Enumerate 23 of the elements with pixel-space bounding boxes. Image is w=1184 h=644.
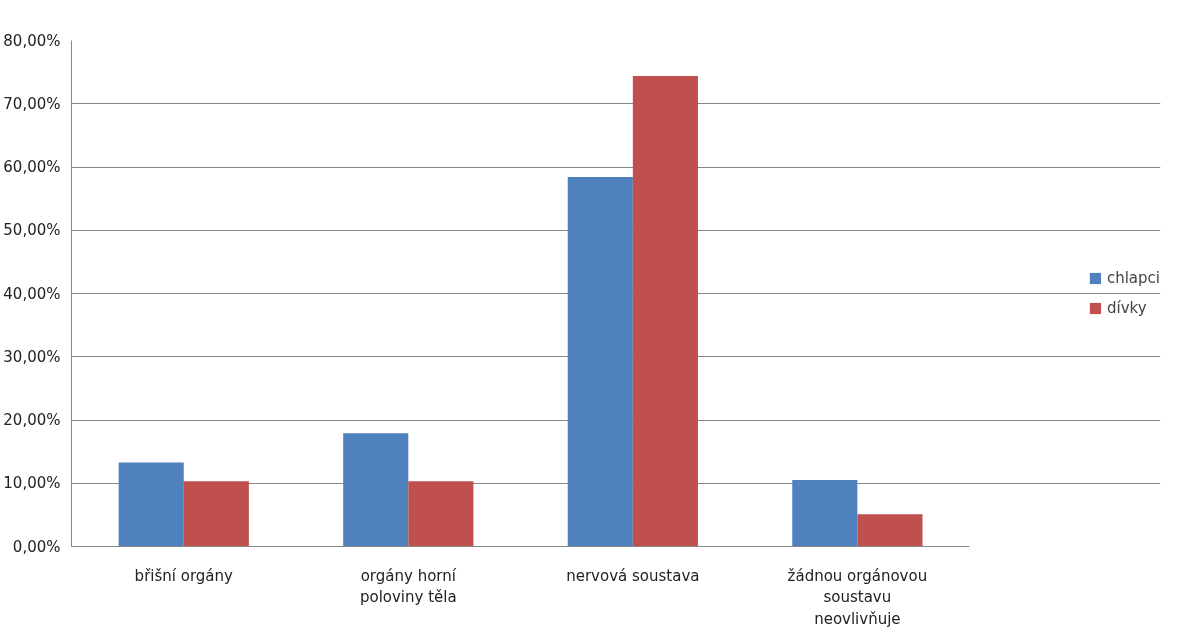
x-tick-label: orgány horní poloviny těla <box>359 566 457 607</box>
y-tick-label: 50,00% <box>3 221 61 240</box>
y-tick-label: 40,00% <box>3 284 61 303</box>
bar <box>118 462 184 547</box>
bar <box>632 75 698 547</box>
x-tick-label: nervová soustava <box>566 566 700 585</box>
bar <box>408 481 474 547</box>
y-tick-label: 60,00% <box>3 158 61 176</box>
bar <box>857 514 923 547</box>
y-tick-label: 20,00% <box>3 411 61 429</box>
bar <box>792 480 858 547</box>
y-tick-label: 70,00% <box>3 94 61 113</box>
y-tick-label: 0,00% <box>12 537 61 556</box>
legend-label: chlapci <box>1106 269 1160 287</box>
legend-label: dívky <box>1106 299 1147 317</box>
bar <box>567 177 633 547</box>
y-tick-label: 30,00% <box>3 347 61 366</box>
bar <box>343 433 409 547</box>
bar <box>183 481 249 547</box>
y-tick-label: 10,00% <box>3 474 61 493</box>
x-tick-label: břišní orgány <box>134 566 234 585</box>
y-tick-label: 80,00% <box>3 31 61 50</box>
x-tick-label: žádnou orgánovou soustavu neovlivňuje <box>787 566 928 628</box>
